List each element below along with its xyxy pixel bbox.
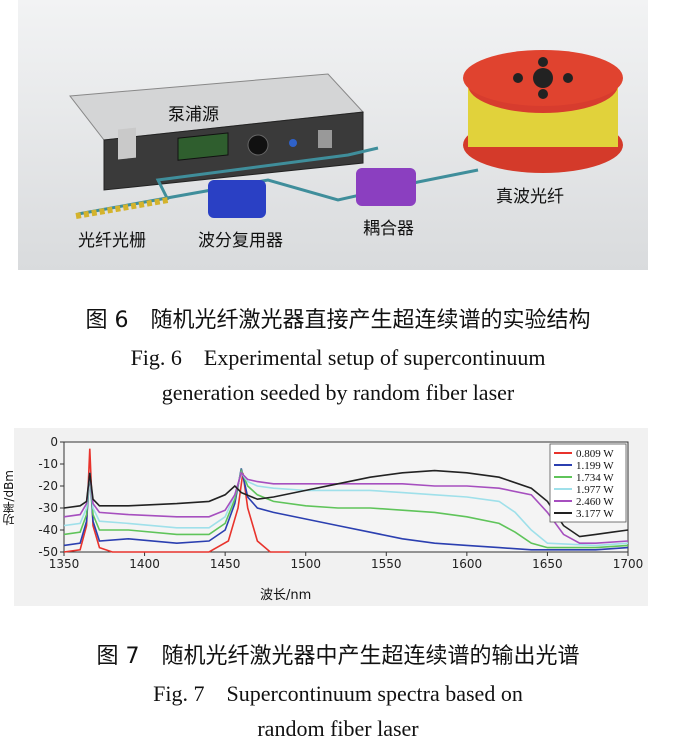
series-line <box>63 468 629 551</box>
y-tick-label: -10 <box>38 457 58 471</box>
y-axis-label: 功率/dBm <box>2 470 16 526</box>
fiber-spool: 真波光纤 <box>463 50 623 207</box>
x-tick-label: 1600 <box>452 557 483 571</box>
x-tick-label: 1550 <box>371 557 402 571</box>
x-axis-label: 波长/nm <box>260 588 312 603</box>
x-tick-label: 1450 <box>210 557 241 571</box>
series-line <box>63 471 629 544</box>
legend-entry: 1.734 W <box>576 472 614 484</box>
y-tick-label: -50 <box>38 545 58 559</box>
fiber-grating: 光纤光栅 <box>75 197 169 251</box>
coupler-label: 耦合器 <box>363 219 414 239</box>
pump-label: 泵浦源 <box>168 105 219 125</box>
spectrum-chart-panel: 0 -10 -20 -30 -40 -50 1350 1400 1450 1500 1550 1600… <box>14 428 648 606</box>
fig7-caption-cn: 图 7 随机光纤激光器中产生超连续谱的输出光谱 <box>96 644 580 669</box>
x-tick-label: 1650 <box>532 557 563 571</box>
y-tick-label: -30 <box>38 501 58 515</box>
plot-area <box>63 441 629 553</box>
legend-entry: 0.809 W <box>576 448 614 460</box>
x-tick-label: 1700 <box>613 557 644 571</box>
legend-entry: 3.177 W <box>576 508 614 520</box>
legend-entry: 1.977 W <box>576 484 614 496</box>
y-tick-label: -20 <box>38 479 58 493</box>
fiber-grating-label: 光纤光栅 <box>78 231 146 251</box>
figure6-illustration: 泵浦源 真波光纤 光纤光栅 波分复用器 <box>18 0 648 270</box>
x-tick-label: 1350 <box>49 557 80 571</box>
series-line <box>63 471 629 547</box>
fiber-label: 真波光纤 <box>496 187 564 207</box>
fiber-loop <box>155 146 379 201</box>
fig6-caption-en-line1: Fig. 6 Experimental setup of supercontin… <box>130 345 546 370</box>
legend-entry: 1.199 W <box>576 460 614 472</box>
fig7-caption-en-line2: random fiber laser <box>257 716 419 741</box>
fig6-caption-cn: 图 6 随机光纤激光器直接产生超连续谱的实验结构 <box>85 308 591 333</box>
wdm-device: 波分复用器 <box>198 180 283 251</box>
legend-entry: 2.460 W <box>576 496 614 508</box>
x-tick-label: 1400 <box>129 557 160 571</box>
setup-diagram: 泵浦源 真波光纤 光纤光栅 波分复用器 <box>69 50 623 251</box>
y-tick-label: 0 <box>50 435 58 449</box>
coupler-device: 耦合器 <box>356 168 416 239</box>
wdm-label: 波分复用器 <box>198 231 283 251</box>
fiber-path <box>77 168 479 216</box>
fig7-caption-en-line1: Fig. 7 Supercontinuum spectra based on <box>153 681 523 706</box>
x-tick-label: 1500 <box>290 557 321 571</box>
series-line <box>63 467 629 549</box>
y-tick-label: -40 <box>38 523 58 537</box>
pump-source-device: 泵浦源 <box>69 73 365 191</box>
legend-box <box>549 443 627 523</box>
fig6-caption-en-line2: generation seeded by random fiber laser <box>161 380 515 405</box>
